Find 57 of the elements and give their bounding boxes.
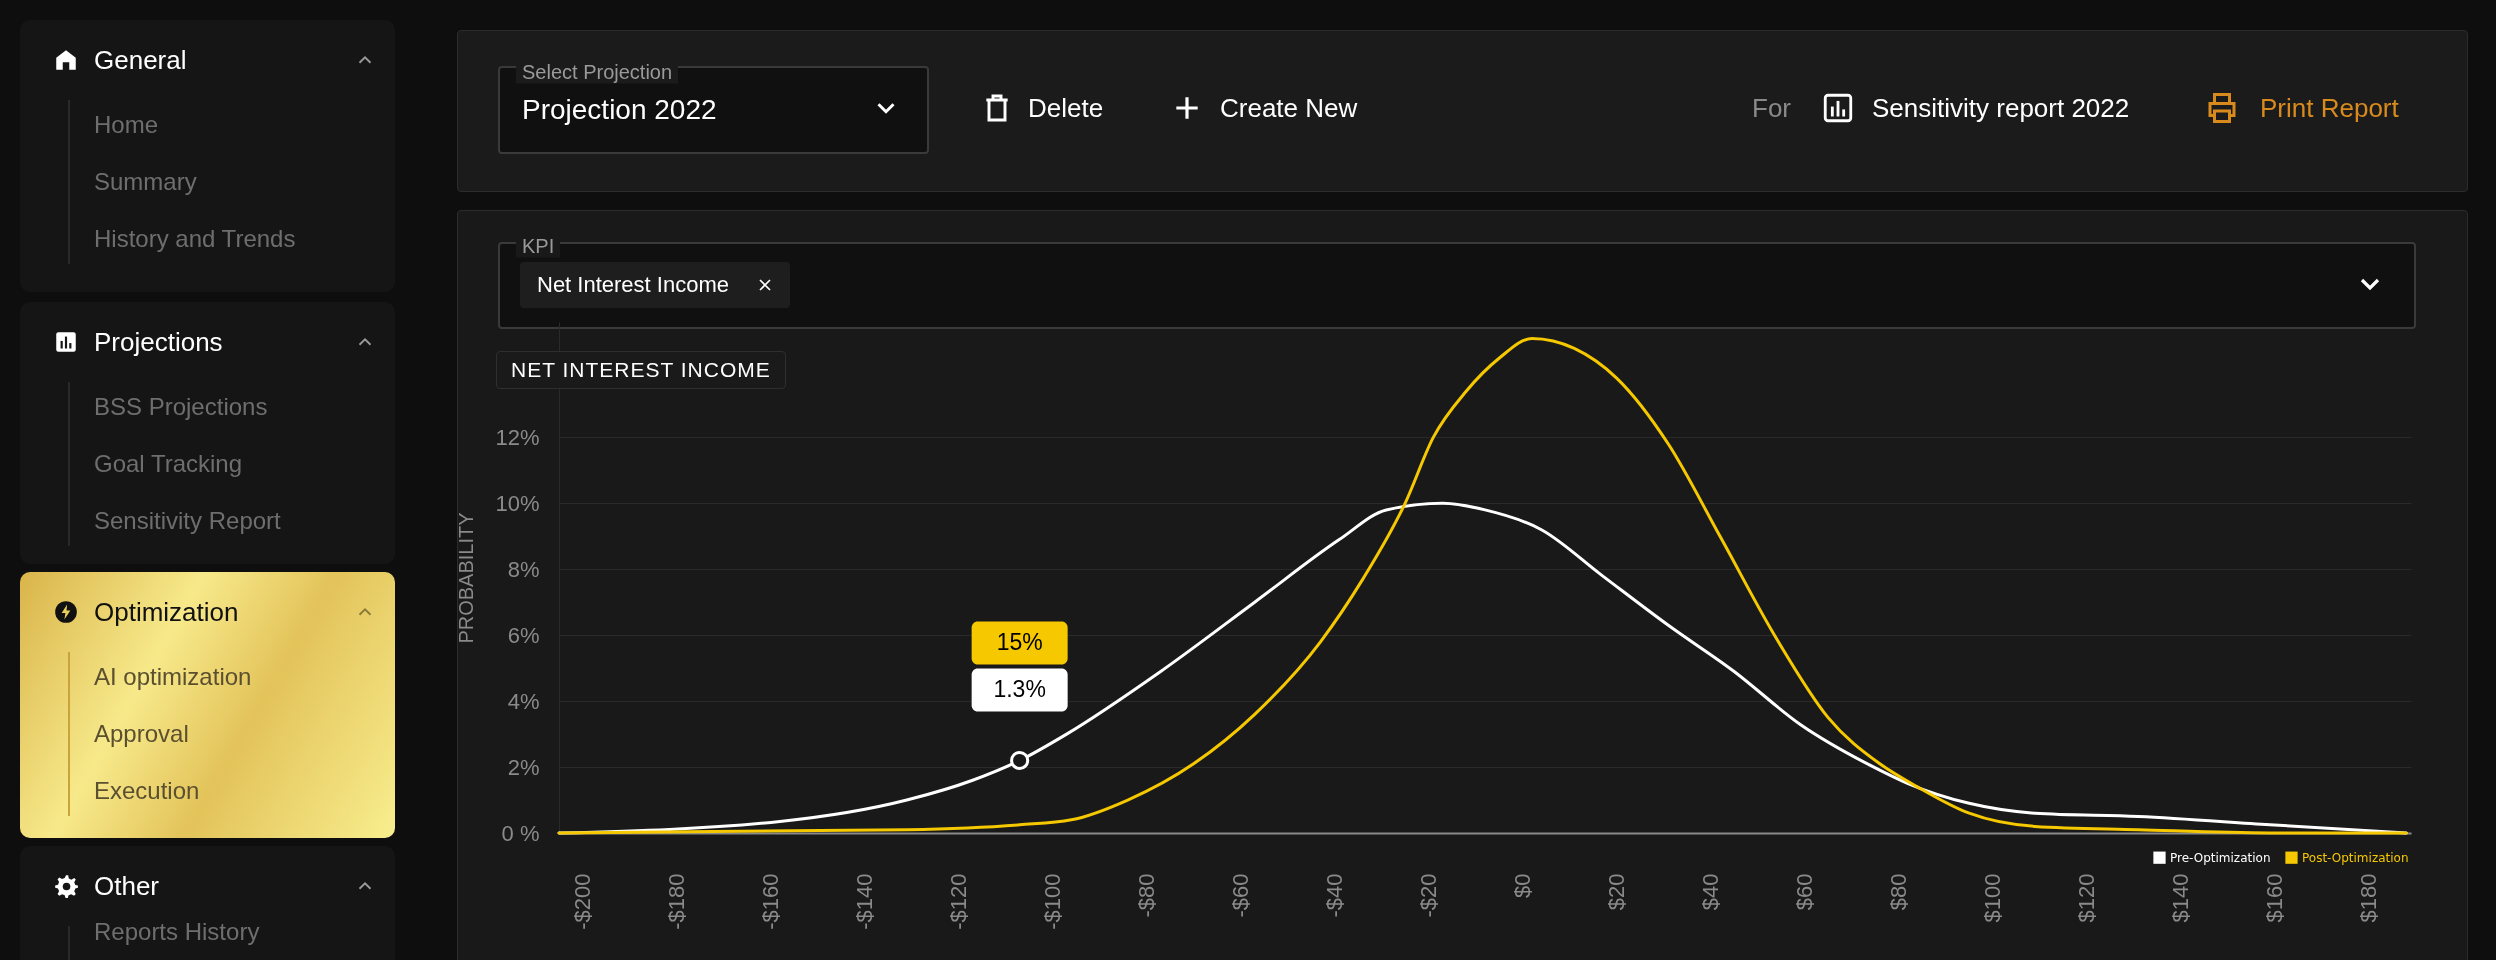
text: NET INTEREST INCOME [496,351,786,389]
text: Select Projection [516,60,679,84]
line-series [557,336,2408,835]
x-tick-label: $120 [2074,873,2100,923]
x-tick-label: $100 [1980,873,2006,923]
text: Print Report [2260,92,2399,124]
text: Other [94,870,160,902]
text: History and Trends [94,225,296,253]
text: Home [94,111,159,139]
x-tick-label: -$80 [1134,873,1160,918]
text: For [1752,92,1791,124]
text: Create New [1220,92,1358,124]
y-tick-label: 8% [507,556,540,582]
y-tick-label: 10% [495,490,540,516]
x-tick-label: -$180 [664,873,690,930]
annotation: 1.3% [993,675,1046,702]
y-tick-label: 0 % [501,820,540,846]
x-tick-label: $80 [1886,873,1912,911]
text: BSS Projections [94,393,268,421]
y-tick-label: 12% [495,424,540,450]
text: Reports History [94,918,260,946]
x-tick-label: -$140 [852,873,878,930]
text: KPI [516,234,561,258]
x-tick-label: -$40 [1322,873,1348,918]
text: Goal Tracking [94,450,243,478]
x-tick-label: $180 [2356,873,2382,923]
y-tick-label: 6% [507,622,540,648]
text: Execution [94,777,200,805]
text: Approval [94,720,189,748]
x-tick-label: -$120 [946,873,972,930]
text: Projections [94,326,223,358]
x-tick-label: $140 [2168,873,2194,923]
x-tick-label: $60 [1792,873,1818,911]
x-tick-label: $160 [2262,873,2288,923]
annotation: 15% [996,628,1043,655]
legend-label: Post-Optimization [2302,850,2409,865]
text: General [94,44,187,76]
text: Net Interest Income [537,272,729,298]
text: Sensitivity Report [94,507,281,535]
y-tick-label: 4% [507,688,540,714]
x-tick-label: -$20 [1416,873,1442,918]
x-tick-label: -$160 [758,873,784,930]
text: Projection 2022 [522,94,717,126]
x-tick-label: $20 [1604,873,1630,911]
legend-label: Pre-Optimization [2170,850,2271,865]
x-tick-label: -$200 [570,873,595,930]
x-tick-label: $0 [1510,873,1536,898]
y-tick-label: 2% [507,754,540,780]
text: AI optimization [94,663,252,691]
text: Summary [94,168,197,196]
y-axis-title: PROBABILITY [455,512,478,644]
x-tick-label: -$60 [1228,873,1254,918]
text: Delete [1028,92,1104,124]
text: Optimization [94,596,239,628]
x-tick-label: $40 [1698,873,1724,911]
x-tick-label: -$100 [1040,873,1066,930]
text: Sensitivity report 2022 [1872,92,2130,124]
